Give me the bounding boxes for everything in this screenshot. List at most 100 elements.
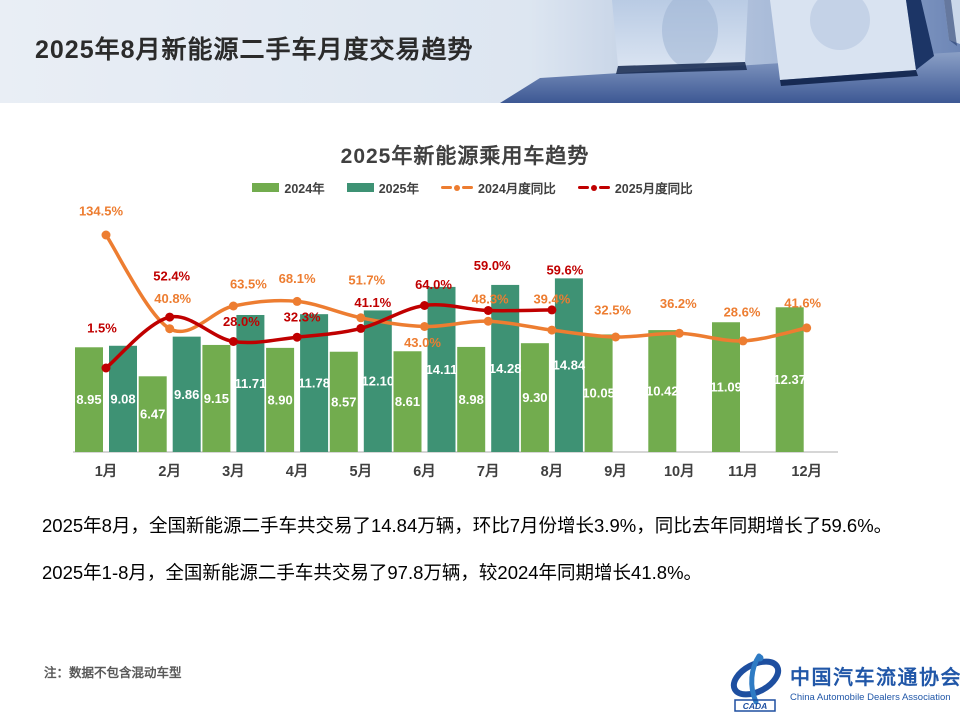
yoy-2024-label: 39.4% xyxy=(533,292,570,307)
bar-value-2024: 8.61 xyxy=(395,394,420,409)
yoy-2024-label: 41.6% xyxy=(784,295,821,310)
yoy-2024-label: 134.5% xyxy=(79,204,124,219)
bar-2024 xyxy=(457,346,486,452)
yoy-2024-point xyxy=(101,230,111,240)
yoy-2025-label: 28.0% xyxy=(223,314,260,329)
yoy-2024-point xyxy=(483,316,493,326)
legend-item-2024-yoy-line: 2024月度同比 xyxy=(441,178,556,197)
bar-value-2025: 9.86 xyxy=(174,387,199,402)
bar-2025 xyxy=(363,310,392,452)
bar-value-2024: 6.47 xyxy=(140,407,165,422)
month-label: 6月 xyxy=(413,463,436,480)
bar-2024 xyxy=(520,343,549,452)
bar-value-2025: 14.84 xyxy=(553,358,586,373)
yoy-2024-point xyxy=(738,336,748,346)
bar-2024 xyxy=(393,351,422,452)
legend-line-2025-icon xyxy=(577,184,610,191)
month-label: 12月 xyxy=(791,463,822,480)
bar-value-2024: 12.37 xyxy=(773,372,806,387)
org-name-en: China Automobile Dealers Association xyxy=(790,692,951,703)
header-banner: 2025年8月新能源二手车月度交易趋势 xyxy=(0,0,960,103)
legend-label: 2024年 xyxy=(284,182,325,196)
svg-text:CADA: CADA xyxy=(743,701,768,711)
yoy-2024-label: 36.2% xyxy=(660,296,697,311)
bar-value-2024: 8.90 xyxy=(267,392,292,407)
bar-value-2025: 11.78 xyxy=(298,376,330,391)
legend-item-2025-bar: 2025年 xyxy=(346,178,419,197)
month-label: 3月 xyxy=(222,463,245,480)
legend-label: 2025月度同比 xyxy=(614,182,693,196)
yoy-2024-label: 63.5% xyxy=(230,277,267,292)
bar-value-2025: 12.10 xyxy=(362,374,395,389)
bar-value-2025: 11.71 xyxy=(234,376,266,391)
bar-value-2024: 9.15 xyxy=(204,391,229,406)
yoy-2025-label: 59.6% xyxy=(546,262,583,277)
summary-line-1: 2025年8月，全国新能源二手车共交易了14.84万辆，环比7月份增长3.9%，… xyxy=(42,515,893,536)
bar-value-2024: 10.42 xyxy=(646,384,679,399)
legend-label: 2024月度同比 xyxy=(478,182,556,196)
legend-swatch-2024-icon xyxy=(252,183,280,192)
yoy-2025-point xyxy=(292,332,302,342)
bar-2024 xyxy=(584,334,613,452)
month-label: 5月 xyxy=(350,463,373,480)
yoy-2024-label: 43.0% xyxy=(404,335,441,350)
yoy-2024-point xyxy=(356,313,366,323)
yoy-2025-point xyxy=(165,312,175,322)
chart-title: 2025年新能源乘用车趋势 xyxy=(340,145,590,168)
bar-value-2024: 10.05 xyxy=(582,386,615,401)
month-label: 9月 xyxy=(604,463,627,480)
chart-legend: 2024年 2025年 2024月度同比 2025月度同比 xyxy=(0,178,945,197)
yoy-2024-label: 40.8% xyxy=(154,291,191,306)
bar-2025 xyxy=(491,284,520,452)
footnote: 注：数据不包含混动车型 xyxy=(44,666,182,680)
legend-item-2024-bar: 2024年 xyxy=(252,178,325,197)
yoy-2024-point xyxy=(420,322,429,331)
cada-logo-icon: CADA xyxy=(730,653,782,712)
bar-2024 xyxy=(75,347,103,452)
month-label: 1月 xyxy=(95,463,118,480)
bar-value-2025: 14.28 xyxy=(489,361,522,376)
month-label: 7月 xyxy=(477,463,500,480)
legend-item-2025-yoy-line: 2025月度同比 xyxy=(577,178,693,197)
yoy-2024-point xyxy=(802,323,812,333)
yoy-2025-point xyxy=(356,323,366,333)
bar-2025 xyxy=(109,345,137,452)
bar-2025 xyxy=(172,336,201,452)
yoy-2024-label: 48.3% xyxy=(472,292,509,307)
yoy-2025-point xyxy=(483,306,493,315)
yoy-2025-point xyxy=(547,305,557,315)
yoy-2025-point xyxy=(420,301,429,310)
organization-logo: CADA 中国汽车流通协会 China Automobile Dealers A… xyxy=(728,652,960,712)
yoy-2025-label: 52.4% xyxy=(153,269,190,284)
yoy-2024-point xyxy=(165,324,175,334)
month-label: 8月 xyxy=(541,463,564,480)
yoy-2024-point xyxy=(292,296,302,306)
bar-value-2024: 9.30 xyxy=(522,390,547,405)
page-title: 2025年8月新能源二手车月度交易趋势 xyxy=(35,36,474,64)
bar-value-2024: 8.95 xyxy=(76,392,101,407)
yoy-2024-point xyxy=(228,301,238,311)
yoy-2024-point xyxy=(674,328,684,338)
bar-2024 xyxy=(266,347,295,452)
bar-value-2024: 8.98 xyxy=(459,392,484,407)
yoy-2025-label: 64.0% xyxy=(415,277,452,292)
bar-value-2024: 8.57 xyxy=(331,394,356,409)
yoy-2025-point xyxy=(101,363,111,373)
bar-2025 xyxy=(236,314,265,452)
bar-value-2025: 14.11 xyxy=(426,362,458,377)
yoy-2024-point xyxy=(547,325,557,335)
yoy-2024-label: 51.7% xyxy=(348,272,385,287)
month-label: 4月 xyxy=(286,463,309,480)
bar-2024 xyxy=(202,344,231,452)
trend-chart: 8.95 6.47 9.15 8.90 8.57 8.61 8.98 9.30 10.05 10.… xyxy=(73,204,838,480)
bar-2024 xyxy=(712,322,740,452)
yoy-2024-line xyxy=(104,233,809,343)
yoy-2025-point xyxy=(228,337,238,346)
summary-line-2: 2025年1-8月，全国新能源二手车共交易了97.8万辆，较2024年同期增长4… xyxy=(42,562,703,583)
legend-line-2024-icon xyxy=(441,184,473,191)
month-label: 10月 xyxy=(664,463,695,480)
yoy-2024-label: 68.1% xyxy=(279,271,316,286)
bar-value-2024: 11.09 xyxy=(710,380,742,395)
yoy-2025-label: 59.0% xyxy=(474,258,511,273)
bar-value-2025: 9.08 xyxy=(110,391,135,406)
